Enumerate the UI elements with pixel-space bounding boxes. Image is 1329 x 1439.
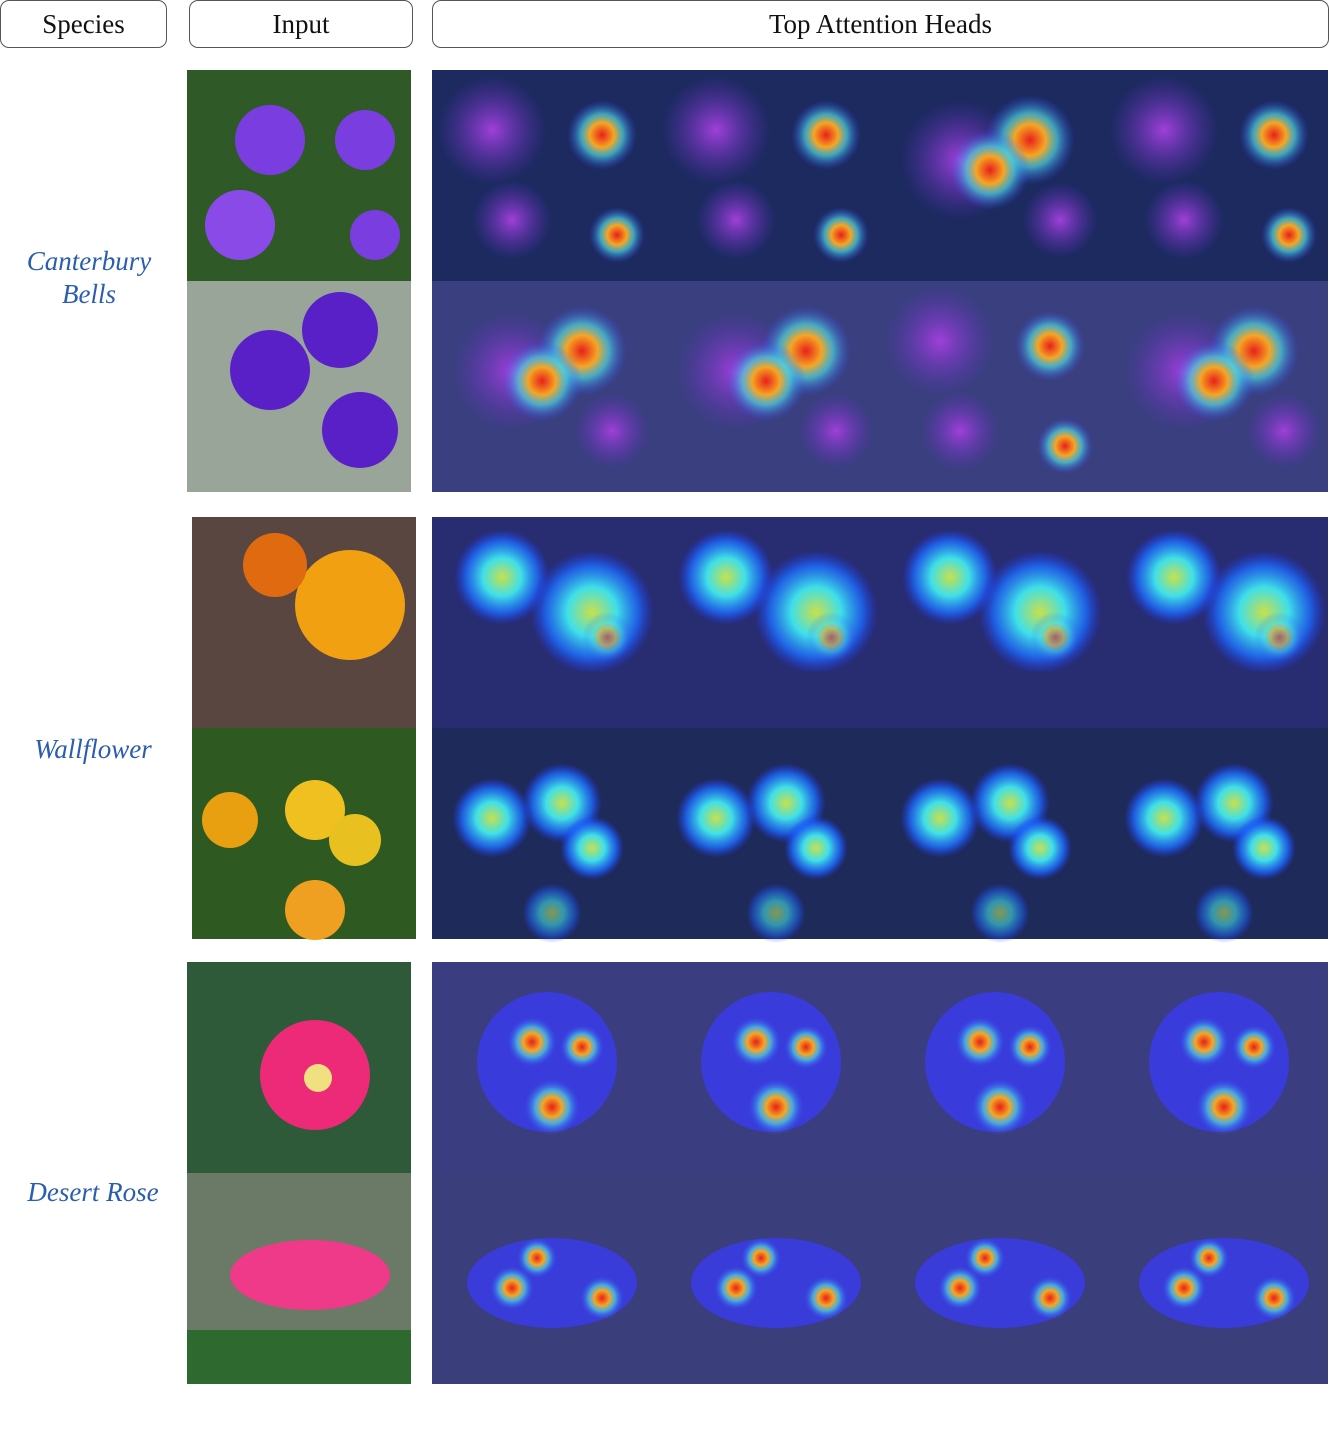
species-header: Species (0, 0, 167, 48)
species-label: Canterbury Bells (0, 245, 178, 311)
species-label: Desert Rose (4, 1176, 182, 1209)
species-line: Wallflower (34, 734, 152, 764)
species-line: Canterbury (26, 246, 152, 276)
species-line: Desert Rose (27, 1177, 159, 1207)
species-label: Wallflower (4, 733, 182, 766)
input-images (187, 70, 416, 1384)
attention-heatmaps (432, 70, 1328, 1384)
species-line: Bells (62, 279, 116, 309)
heads-header: Top Attention Heads (432, 0, 1329, 48)
input-header: Input (189, 0, 413, 48)
